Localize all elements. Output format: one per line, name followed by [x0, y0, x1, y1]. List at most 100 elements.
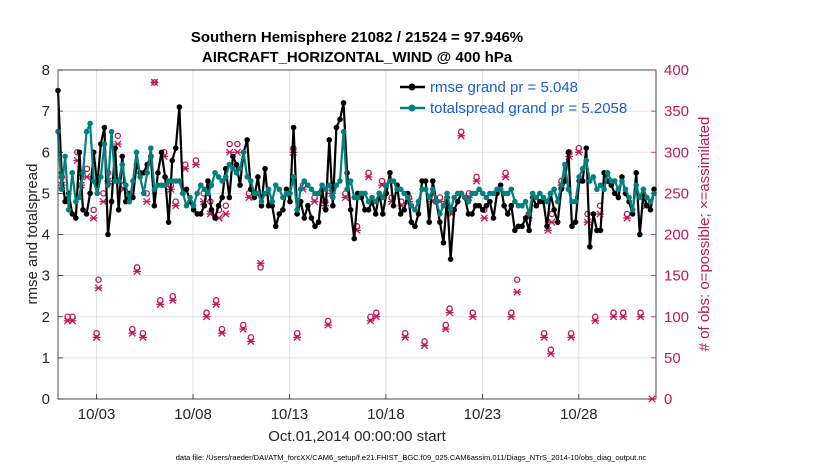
y2-tick-label: 250	[664, 185, 689, 202]
rmse-point	[258, 202, 265, 209]
obs-assimilated-marker	[445, 308, 454, 317]
chart-title-line2: AIRCRAFT_HORIZONTAL_WIND @ 400 hPa	[202, 49, 513, 66]
y2-tick-label: 300	[664, 144, 689, 161]
obs-possible-marker	[378, 177, 386, 185]
rmse-point	[408, 219, 415, 225]
obs-possible-marker	[619, 309, 627, 316]
rmse-point	[447, 256, 454, 262]
rmse-point	[412, 223, 418, 230]
y2-tick-label: 150	[664, 268, 689, 285]
obs-possible-marker	[540, 329, 548, 337]
obs-possible-marker	[222, 202, 230, 209]
rmse-point	[651, 186, 657, 193]
spread-point	[255, 190, 261, 197]
obs-possible-marker	[247, 334, 255, 341]
rmse-point	[287, 198, 293, 205]
x-tick-label: 10/23	[464, 406, 502, 423]
rmse-point	[208, 207, 215, 213]
spread-point	[429, 186, 436, 193]
x-tick-label: 10/08	[174, 406, 212, 423]
y-tick-label: 7	[42, 103, 50, 120]
rmse-point	[233, 161, 240, 168]
obs-possible-marker	[114, 132, 122, 140]
obs-possible-marker	[502, 169, 509, 177]
rmse-point	[322, 207, 329, 213]
spread-point	[444, 190, 450, 197]
spread-point	[219, 178, 225, 184]
spread-point	[415, 198, 422, 205]
spread-point	[344, 186, 350, 193]
spread-point	[62, 153, 68, 160]
spread-point	[212, 170, 218, 176]
rmse-point	[230, 153, 236, 160]
obs-assimilated-marker	[547, 350, 555, 358]
x-tick-label: 10/13	[271, 406, 309, 423]
spread-point	[572, 198, 579, 205]
spread-point	[451, 194, 457, 201]
spread-point	[294, 207, 300, 213]
obs-possible-marker	[610, 309, 617, 316]
rmse-point	[205, 178, 211, 184]
rmse-point	[280, 207, 286, 213]
spread-point	[647, 198, 654, 205]
rmse-point	[62, 198, 68, 205]
spread-point	[337, 178, 343, 184]
spread-point	[512, 198, 518, 205]
spread-point	[404, 194, 411, 201]
spread-point	[401, 190, 408, 197]
rmse-point	[487, 198, 493, 205]
obs-possible-marker	[218, 325, 226, 333]
y2-tick-label: 100	[664, 309, 689, 326]
obs-assimilated-marker	[591, 317, 600, 325]
rmse-point	[519, 223, 525, 230]
rmse-point	[255, 174, 261, 180]
rmse-point	[608, 182, 615, 188]
spread-point	[633, 182, 640, 188]
rmse-point	[501, 202, 507, 209]
obs-possible-marker	[623, 210, 631, 218]
y2-tick-label: 200	[664, 227, 689, 244]
spread-point	[301, 178, 308, 184]
spread-point	[305, 182, 311, 188]
rmse-point	[312, 223, 318, 230]
obs-assimilated-marker	[247, 337, 255, 346]
spread-point	[126, 198, 133, 205]
rmse-point	[429, 178, 436, 184]
spread-point	[355, 194, 361, 201]
spread-point	[58, 186, 65, 193]
rmse-point	[365, 207, 372, 213]
obs-assimilated-marker	[372, 313, 381, 321]
obs-possible-marker	[293, 329, 301, 337]
rmse-point	[440, 239, 447, 246]
spread-point	[108, 128, 115, 135]
rmse-point	[565, 149, 572, 156]
obs-assimilated-marker	[507, 313, 516, 321]
rmse-point	[73, 215, 79, 221]
spread-point	[105, 182, 111, 188]
spread-point	[258, 198, 265, 205]
spread-point	[447, 207, 454, 213]
obs-assimilated-marker	[567, 333, 575, 341]
spread-point	[583, 157, 590, 164]
rmse-point	[597, 227, 604, 234]
rmse-point	[437, 219, 443, 225]
rmse-point	[583, 145, 590, 151]
spread-point	[472, 190, 479, 197]
rmse-point	[155, 170, 161, 176]
y-tick-label: 1	[42, 350, 50, 367]
legend: rmse grand pr = 5.048 totalspread grand …	[400, 79, 627, 117]
spread-point	[397, 186, 404, 193]
rmse-point	[422, 178, 429, 184]
spread-point	[440, 202, 447, 209]
obs-assimilated-marker	[310, 197, 319, 206]
spread-point	[80, 170, 86, 176]
obs-assimilated-marker	[221, 210, 230, 218]
spread-point	[636, 194, 643, 201]
rmse-point	[347, 207, 354, 213]
rmse-point	[172, 145, 179, 151]
spread-point	[322, 186, 329, 193]
spread-point	[365, 198, 372, 205]
obs-possible-marker	[324, 317, 332, 325]
x-tick-label: 10/28	[560, 406, 598, 423]
spread-point	[215, 174, 222, 180]
